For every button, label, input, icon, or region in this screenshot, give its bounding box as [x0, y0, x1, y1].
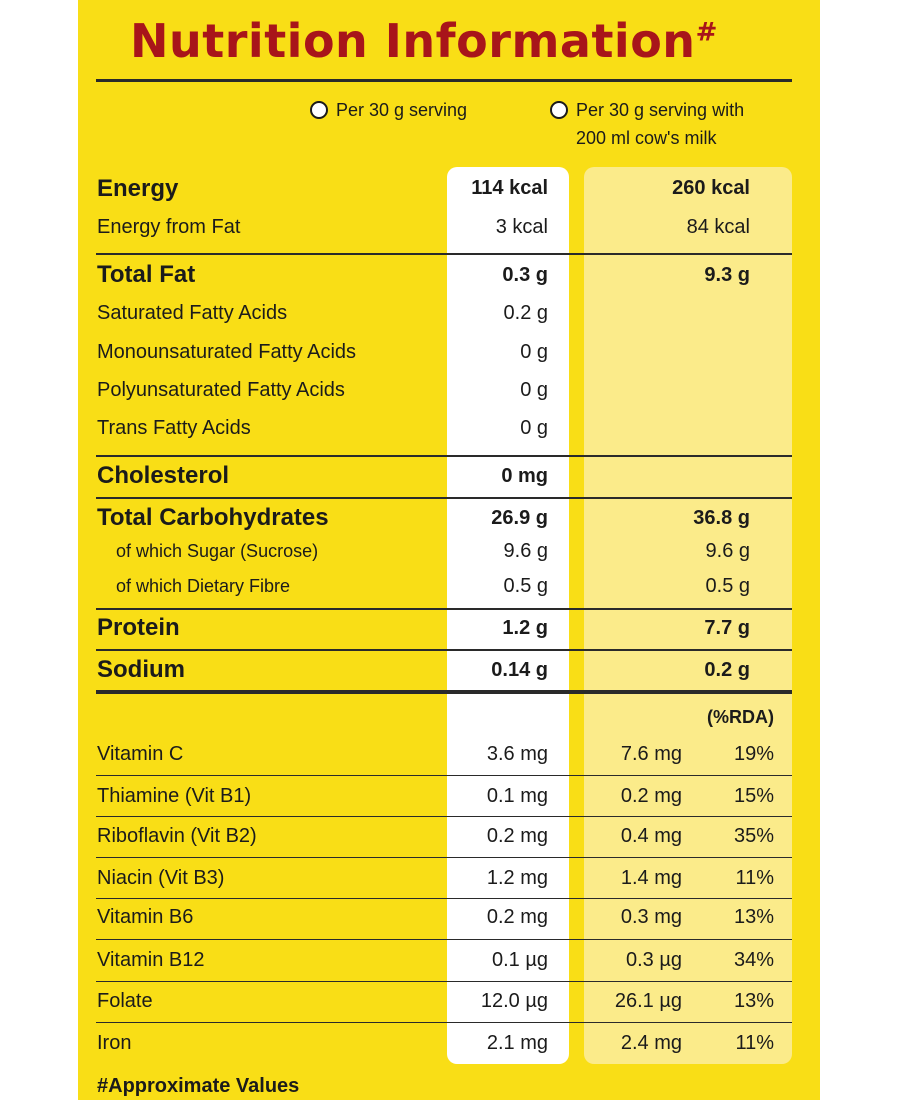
row-divider — [96, 608, 792, 610]
row-value: 0.3 mg — [620, 906, 682, 928]
row-value: 0.2 mg — [620, 785, 682, 807]
section-divider — [96, 690, 792, 694]
row-value: 0.3 µg — [625, 949, 682, 971]
row-divider — [96, 253, 792, 255]
row-label: Vitamin B12 — [97, 949, 205, 971]
row-value: 0.1 µg — [491, 949, 548, 971]
row-label: Sodium — [97, 656, 185, 683]
row-label: Monounsaturated Fatty Acids — [97, 341, 357, 363]
row-label: Saturated Fatty Acids — [97, 302, 288, 324]
rda-value: 34% — [733, 949, 774, 971]
legend-col1-label: Per 30 g serving — [336, 100, 468, 120]
row-label: of which Sugar (Sucrose) — [116, 541, 319, 561]
row-label: Folate — [97, 990, 153, 1012]
legend-col2-label: Per 30 g serving with 200 ml cow's milk — [576, 100, 745, 148]
row-value: 0 g — [520, 417, 548, 439]
row-divider — [96, 898, 792, 899]
rda-header: (%RDA) — [707, 707, 774, 727]
radio-icon — [310, 101, 328, 119]
row-label: of which Dietary Fibre — [116, 576, 291, 596]
row-value: 0.2 mg — [486, 906, 548, 928]
row-value: 3 kcal — [495, 216, 548, 238]
rda-value: 13% — [733, 906, 774, 928]
row-label: Thiamine (Vit B1) — [97, 785, 252, 807]
row-label: Niacin (Vit B3) — [97, 867, 225, 889]
row-label: Iron — [97, 1032, 132, 1054]
row-value: 0.3 g — [502, 264, 548, 286]
row-value: 114 kcal — [471, 177, 548, 199]
row-value: 0 g — [520, 379, 548, 401]
row-label: Polyunsaturated Fatty Acids — [97, 379, 345, 401]
row-label: Vitamin B6 — [97, 906, 194, 928]
row-divider — [96, 816, 792, 817]
rda-value: 19% — [733, 743, 774, 765]
row-label: Cholesterol — [97, 462, 230, 489]
rda-value: 15% — [733, 785, 774, 807]
row-value: 0.14 g — [491, 659, 548, 681]
row-value: 7.7 g — [704, 617, 750, 639]
row-divider — [96, 497, 792, 499]
row-value: 84 kcal — [686, 216, 750, 238]
row-value: 26.9 g — [491, 507, 548, 529]
row-value: 1.2 g — [502, 617, 548, 639]
row-value: 3.6 mg — [486, 743, 548, 765]
radio-icon — [550, 101, 568, 119]
row-value: 9.6 g — [503, 540, 548, 562]
row-label: Riboflavin (Vit B2) — [97, 825, 257, 847]
row-label: Total Carbohydrates — [97, 504, 329, 531]
row-value: 7.6 mg — [620, 743, 682, 765]
column-per-serving — [447, 167, 569, 1064]
column-with-milk — [584, 167, 792, 1064]
row-label: Protein — [97, 614, 180, 641]
row-divider — [96, 775, 792, 776]
row-divider — [96, 857, 792, 858]
row-label: Trans Fatty Acids — [97, 417, 251, 439]
row-value: 0 g — [520, 341, 548, 363]
row-value: 0.1 mg — [486, 785, 548, 807]
legend-col2: Per 30 g serving with 200 ml cow's milk — [550, 96, 744, 152]
row-value: 0.4 mg — [620, 825, 682, 847]
row-value: 2.1 mg — [486, 1032, 548, 1054]
row-label: Total Fat — [97, 261, 196, 288]
title-divider — [96, 79, 792, 82]
row-divider — [96, 981, 792, 982]
row-value: 2.4 mg — [620, 1032, 682, 1054]
row-value: 1.4 mg — [620, 867, 682, 889]
row-value: 0.2 mg — [486, 825, 548, 847]
row-value: 1.2 mg — [486, 867, 548, 889]
legend-col1: Per 30 g serving — [310, 96, 467, 124]
row-divider — [96, 939, 792, 940]
row-label: Energy from Fat — [97, 216, 241, 238]
rda-value: 11% — [735, 1032, 774, 1054]
rda-value: 11% — [735, 867, 774, 889]
row-value: 0.5 g — [705, 575, 750, 597]
row-divider — [96, 649, 792, 651]
row-value: 12.0 µg — [480, 990, 548, 1012]
row-value: 9.6 g — [705, 540, 750, 562]
row-value: 260 kcal — [672, 177, 750, 199]
row-divider — [96, 1022, 792, 1023]
row-label: Energy — [97, 175, 179, 202]
rda-value: 13% — [733, 990, 774, 1012]
title-mark: # — [695, 17, 718, 48]
row-label: Vitamin C — [97, 743, 184, 765]
row-value: 0.2 g — [503, 302, 548, 324]
page-title: Nutrition Information# — [130, 14, 718, 68]
row-value: 0.5 g — [503, 575, 548, 597]
row-value: 9.3 g — [704, 264, 750, 286]
row-value: 0 mg — [501, 465, 548, 487]
row-value: 36.8 g — [693, 507, 750, 529]
row-value: 0.2 g — [704, 659, 750, 681]
row-divider — [96, 455, 792, 457]
rda-value: 35% — [733, 825, 774, 847]
footnote: #Approximate Values — [97, 1075, 300, 1097]
row-value: 26.1 µg — [614, 990, 682, 1012]
